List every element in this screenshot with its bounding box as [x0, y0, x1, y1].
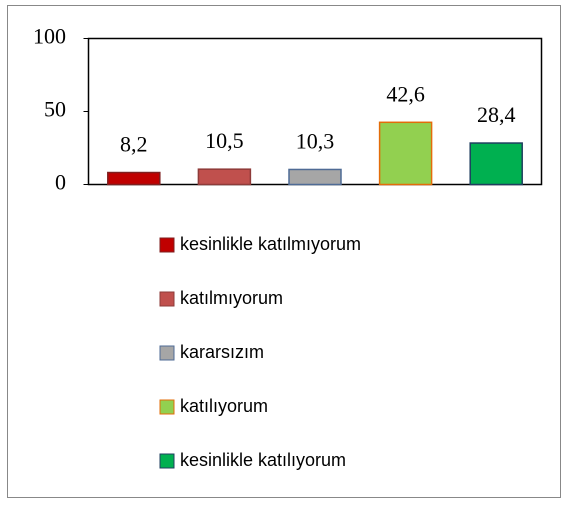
bar: [288, 168, 342, 186]
legend-label: kararsızım: [180, 342, 264, 362]
bar: [197, 168, 252, 186]
legend-swatch: [159, 345, 175, 361]
legend-label: katılıyorum: [180, 396, 268, 416]
data-label: 10,5: [205, 128, 244, 153]
legend-swatch: [159, 453, 175, 469]
data-label: 42,6: [386, 81, 425, 106]
y-tick-label: 100: [33, 24, 66, 49]
legend-swatch: [159, 399, 175, 415]
chart-frame: [7, 5, 561, 498]
bar: [469, 142, 523, 186]
legend-label: katılmıyorum: [180, 288, 283, 308]
data-label: 28,4: [477, 102, 516, 127]
y-tick-label: 50: [44, 97, 66, 122]
legend-label: kesinlikle katılıyorum: [180, 450, 346, 470]
bar: [378, 121, 433, 186]
data-label: 8,2: [120, 132, 148, 157]
legend-swatch: [159, 237, 175, 253]
data-label: 10,3: [296, 129, 335, 154]
legend-swatch: [159, 291, 175, 307]
bar: [107, 171, 161, 186]
legend-label: kesinlikle katılmıyorum: [180, 234, 361, 254]
y-tick-label: 0: [55, 170, 66, 195]
